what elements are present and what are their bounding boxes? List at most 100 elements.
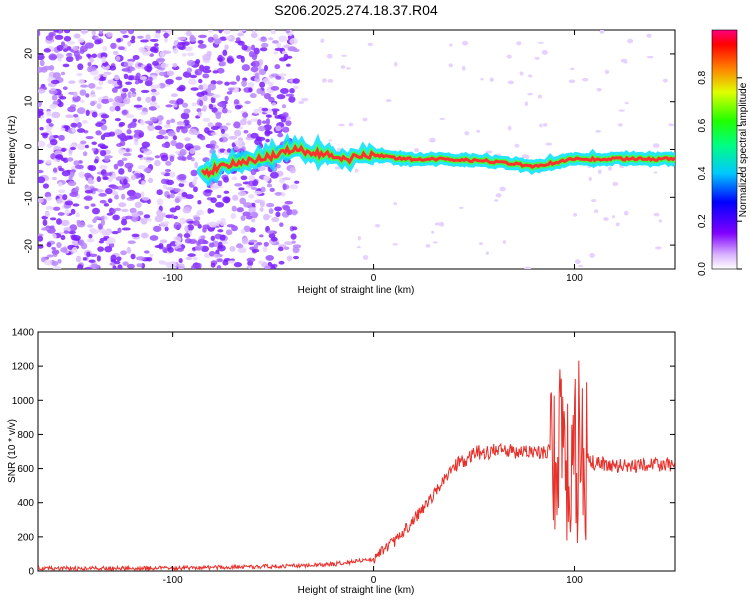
noise-point bbox=[525, 154, 530, 159]
noise-point bbox=[573, 213, 578, 217]
noise-point bbox=[589, 253, 595, 258]
y-tick-label: 800 bbox=[17, 430, 34, 441]
noise-point bbox=[253, 108, 259, 115]
noise-point bbox=[192, 256, 198, 261]
noise-point bbox=[61, 170, 71, 177]
noise-point bbox=[144, 120, 153, 125]
noise-point bbox=[81, 119, 88, 124]
noise-point bbox=[197, 200, 202, 205]
noise-point bbox=[506, 54, 512, 59]
noise-point bbox=[495, 193, 502, 198]
noise-point bbox=[90, 263, 100, 269]
noise-point bbox=[99, 165, 108, 170]
noise-point bbox=[43, 259, 53, 266]
noise-point bbox=[250, 132, 259, 139]
noise-point bbox=[217, 241, 223, 248]
noise-point bbox=[80, 84, 89, 88]
noise-point bbox=[357, 236, 361, 241]
noise-point bbox=[219, 137, 224, 142]
noise-point bbox=[129, 207, 137, 214]
noise-point bbox=[39, 126, 44, 131]
noise-point bbox=[202, 117, 211, 122]
noise-point bbox=[118, 168, 125, 175]
noise-point bbox=[80, 30, 89, 34]
noise-point bbox=[161, 142, 171, 148]
noise-point bbox=[64, 200, 74, 206]
noise-point bbox=[212, 70, 219, 74]
y-tick-label: 1000 bbox=[12, 396, 35, 407]
noise-point bbox=[210, 184, 219, 190]
noise-point bbox=[52, 266, 62, 269]
noise-point bbox=[210, 132, 217, 136]
noise-point bbox=[153, 84, 161, 89]
noise-point bbox=[574, 259, 581, 265]
noise-point bbox=[78, 171, 85, 178]
noise-point bbox=[597, 169, 602, 175]
noise-point bbox=[167, 130, 176, 137]
noise-point bbox=[479, 242, 483, 246]
noise-point bbox=[125, 215, 133, 220]
noise-point bbox=[102, 46, 108, 52]
noise-point bbox=[62, 48, 68, 53]
noise-point bbox=[50, 87, 56, 92]
x-tick-label: 100 bbox=[566, 575, 583, 586]
noise-point bbox=[176, 98, 184, 105]
noise-point bbox=[172, 104, 178, 108]
snr-y-label: SNR (10 * v/v) bbox=[7, 419, 18, 483]
noise-point bbox=[274, 206, 283, 212]
noise-point bbox=[524, 101, 528, 107]
noise-point bbox=[46, 254, 54, 258]
noise-point bbox=[229, 81, 237, 85]
noise-point bbox=[111, 185, 119, 190]
noise-point bbox=[52, 233, 57, 239]
noise-point bbox=[271, 216, 280, 223]
noise-point bbox=[263, 93, 271, 100]
noise-point bbox=[218, 30, 223, 34]
noise-point bbox=[281, 104, 287, 109]
noise-point bbox=[129, 121, 137, 129]
noise-point bbox=[126, 129, 132, 135]
noise-point bbox=[252, 179, 259, 187]
noise-point bbox=[274, 191, 283, 196]
noise-point bbox=[189, 36, 197, 43]
noise-point bbox=[259, 201, 265, 208]
noise-point bbox=[194, 161, 199, 169]
noise-point bbox=[91, 30, 97, 36]
noise-point bbox=[264, 64, 269, 72]
noise-point bbox=[194, 245, 203, 251]
noise-point bbox=[49, 104, 57, 109]
noise-point bbox=[217, 180, 223, 187]
noise-point bbox=[75, 54, 80, 62]
noise-point bbox=[159, 239, 168, 244]
noise-point bbox=[88, 83, 96, 89]
noise-point bbox=[431, 230, 435, 234]
noise-point bbox=[67, 106, 76, 113]
noise-point bbox=[273, 51, 278, 55]
noise-point bbox=[104, 156, 110, 162]
noise-point bbox=[250, 44, 256, 51]
noise-point bbox=[117, 227, 122, 234]
noise-point bbox=[130, 253, 136, 260]
noise-point bbox=[524, 266, 532, 269]
noise-point bbox=[107, 198, 113, 204]
noise-point bbox=[239, 119, 247, 126]
noise-point bbox=[185, 30, 192, 37]
noise-point bbox=[229, 245, 236, 252]
noise-point bbox=[75, 212, 80, 218]
noise-point bbox=[234, 183, 243, 187]
noise-point bbox=[210, 96, 216, 104]
noise-point bbox=[276, 42, 282, 48]
noise-point bbox=[599, 30, 605, 34]
noise-point bbox=[215, 122, 223, 127]
noise-point bbox=[120, 250, 127, 256]
snr-y-ticks: 0 200 400 600 800 1000 1200 1400 bbox=[12, 328, 675, 578]
noise-point bbox=[98, 79, 104, 86]
noise-point bbox=[199, 99, 204, 107]
noise-point bbox=[63, 35, 72, 42]
noise-point bbox=[210, 143, 215, 150]
noise-point bbox=[53, 30, 60, 33]
noise-point bbox=[60, 41, 66, 47]
noise-point bbox=[620, 58, 628, 63]
x-tick-label: 100 bbox=[566, 273, 583, 284]
noise-point bbox=[148, 76, 153, 83]
